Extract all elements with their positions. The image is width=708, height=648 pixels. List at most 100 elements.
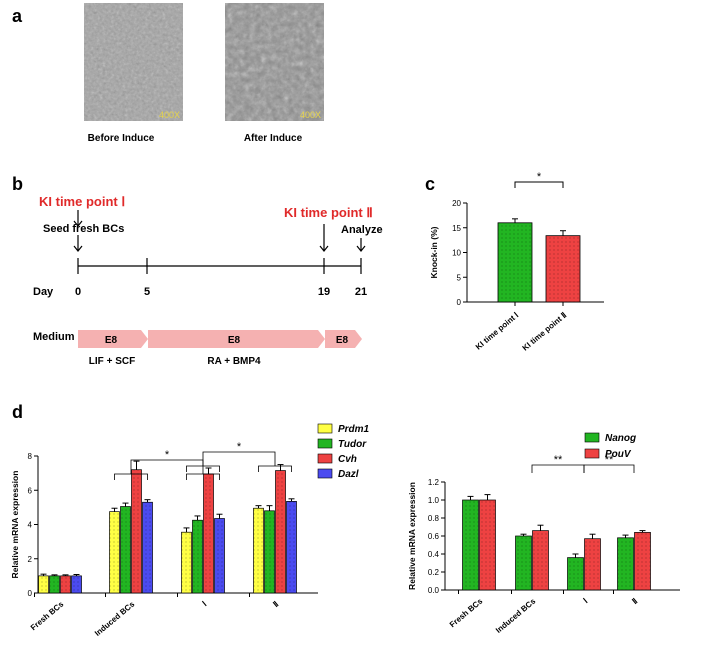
bar-texture xyxy=(546,235,580,302)
x-tick-label: Ⅰ xyxy=(582,597,590,605)
y-tick-label: 6 xyxy=(28,486,33,495)
day-0: 0 xyxy=(75,286,81,298)
supplement-ra-bmp4: RA + BMP4 xyxy=(207,356,261,367)
legend-swatch-dazl xyxy=(317,468,333,479)
magnification-label-before: 400X xyxy=(159,110,180,120)
bar-texture xyxy=(617,537,634,590)
bar-texture xyxy=(49,575,60,593)
bar-texture xyxy=(286,501,297,593)
bar-texture xyxy=(532,530,549,590)
germ-marker-chart: 0 2 4 6 8 Relative mRNA expression Fresh BCs In… xyxy=(10,423,370,638)
x-tick-label: Ⅱ xyxy=(271,600,280,609)
bar-texture xyxy=(38,575,49,593)
seed-fresh-bcs: Seed fresh BCs xyxy=(43,223,124,235)
y-tick-label: 0 xyxy=(457,298,462,307)
bar-texture xyxy=(60,575,71,593)
significance-star: ** xyxy=(554,454,563,466)
caption-after-induce: After Induce xyxy=(244,133,303,144)
bar-texture xyxy=(253,508,264,593)
analyze-label: Analyze xyxy=(341,224,383,236)
medium-e8-3: E8 xyxy=(336,335,349,346)
ki-time-point-1: KI time point Ⅰ xyxy=(39,194,125,209)
x-tick-label: Fresh BCs xyxy=(29,599,66,632)
medium-arrow-3 xyxy=(325,330,362,348)
magnification-label-after: 400X xyxy=(300,110,321,120)
significance-star: * xyxy=(165,449,170,461)
y-tick-label: 2 xyxy=(28,555,33,564)
medium-e8-2: E8 xyxy=(228,335,241,346)
caption-before-induce: Before Induce xyxy=(88,133,155,144)
x-tick-label: Ⅰ xyxy=(201,600,209,608)
significance-star: ** xyxy=(605,454,614,466)
group-bracket xyxy=(114,473,148,480)
bar-texture xyxy=(142,502,153,593)
timeline-axis xyxy=(77,258,362,274)
legend-swatch-pouv xyxy=(584,448,600,459)
bar-texture xyxy=(479,500,496,590)
bar-texture xyxy=(192,520,203,593)
bar-texture xyxy=(264,510,275,593)
day-label: Day xyxy=(33,286,54,298)
timeline-arrows xyxy=(73,210,366,252)
legend-label-nanog: Nanog xyxy=(605,433,636,444)
bar-texture xyxy=(498,222,532,302)
knock-in-chart: 0 5 10 15 20 Knock-in (%) KI time point Ⅰ KI ti… xyxy=(429,171,604,353)
x-tick-label: Induced BCs xyxy=(93,599,137,638)
y-tick-label: 0.4 xyxy=(428,550,440,559)
significance-bracket xyxy=(130,459,204,474)
y-tick-label: 20 xyxy=(452,199,461,208)
legend-swatch-nanog xyxy=(584,432,600,443)
bar-texture xyxy=(203,473,214,593)
legend-label-dazl: Dazl xyxy=(338,469,359,480)
panel-label-a: a xyxy=(12,6,23,26)
ki-time-point-2: KI time point Ⅱ xyxy=(284,205,373,220)
significance-bracket xyxy=(202,451,276,466)
x-tick-label: Fresh BCs xyxy=(448,596,485,629)
bar-texture xyxy=(131,469,142,593)
medium-arrow-2 xyxy=(148,330,325,348)
panel-label-c: c xyxy=(425,174,435,194)
bar-texture xyxy=(462,500,479,590)
y-axis-title: Relative mRNA expression xyxy=(407,482,417,590)
micrograph-after xyxy=(225,3,324,121)
y-tick-label: 15 xyxy=(452,224,461,233)
medium-label: Medium xyxy=(33,331,75,343)
day-5: 5 xyxy=(144,286,150,298)
y-tick-label: 1.0 xyxy=(428,496,440,505)
legend-swatch-tudor xyxy=(317,438,333,449)
significance-bracket xyxy=(514,181,564,188)
y-tick-label: 10 xyxy=(452,249,461,258)
bar-texture xyxy=(109,511,120,593)
y-tick-label: 8 xyxy=(28,452,33,461)
legend-label-cvh: Cvh xyxy=(338,454,357,465)
medium-arrow-1 xyxy=(78,330,148,348)
significance-star: * xyxy=(537,171,542,183)
legend-label-pouv: PouV xyxy=(605,449,632,460)
bar-texture xyxy=(214,518,225,593)
x-tick-label: KI time point Ⅰ xyxy=(474,311,520,352)
y-tick-label: 4 xyxy=(28,521,33,530)
y-tick-label: 0.8 xyxy=(428,514,440,523)
bar-texture xyxy=(120,506,131,593)
legend-swatch-prdm1 xyxy=(317,423,333,434)
y-tick-label: 0.6 xyxy=(428,532,440,541)
significance-star: * xyxy=(237,441,242,453)
group-bracket xyxy=(186,473,220,480)
panel-label-b: b xyxy=(12,174,23,194)
pluripotency-chart: 0.0 0.2 0.4 0.6 0.8 1.0 1.2 Relative mRNA expre… xyxy=(407,432,680,635)
group-bracket xyxy=(258,465,292,472)
day-19: 19 xyxy=(318,286,330,298)
panel-label-d: d xyxy=(12,402,23,422)
legend-label-tudor: Tudor xyxy=(338,439,367,450)
y-tick-label: 5 xyxy=(457,273,462,282)
y-tick-label: 0 xyxy=(28,589,33,598)
y-axis-title: Relative mRNA expression xyxy=(10,471,20,579)
bar-texture xyxy=(634,532,651,590)
bar-texture xyxy=(181,532,192,593)
significance-bracket xyxy=(583,464,635,473)
bar-texture xyxy=(567,557,584,590)
bar-texture xyxy=(584,538,601,590)
y-tick-label: 0.0 xyxy=(428,586,440,595)
y-tick-label: 1.2 xyxy=(428,478,440,487)
